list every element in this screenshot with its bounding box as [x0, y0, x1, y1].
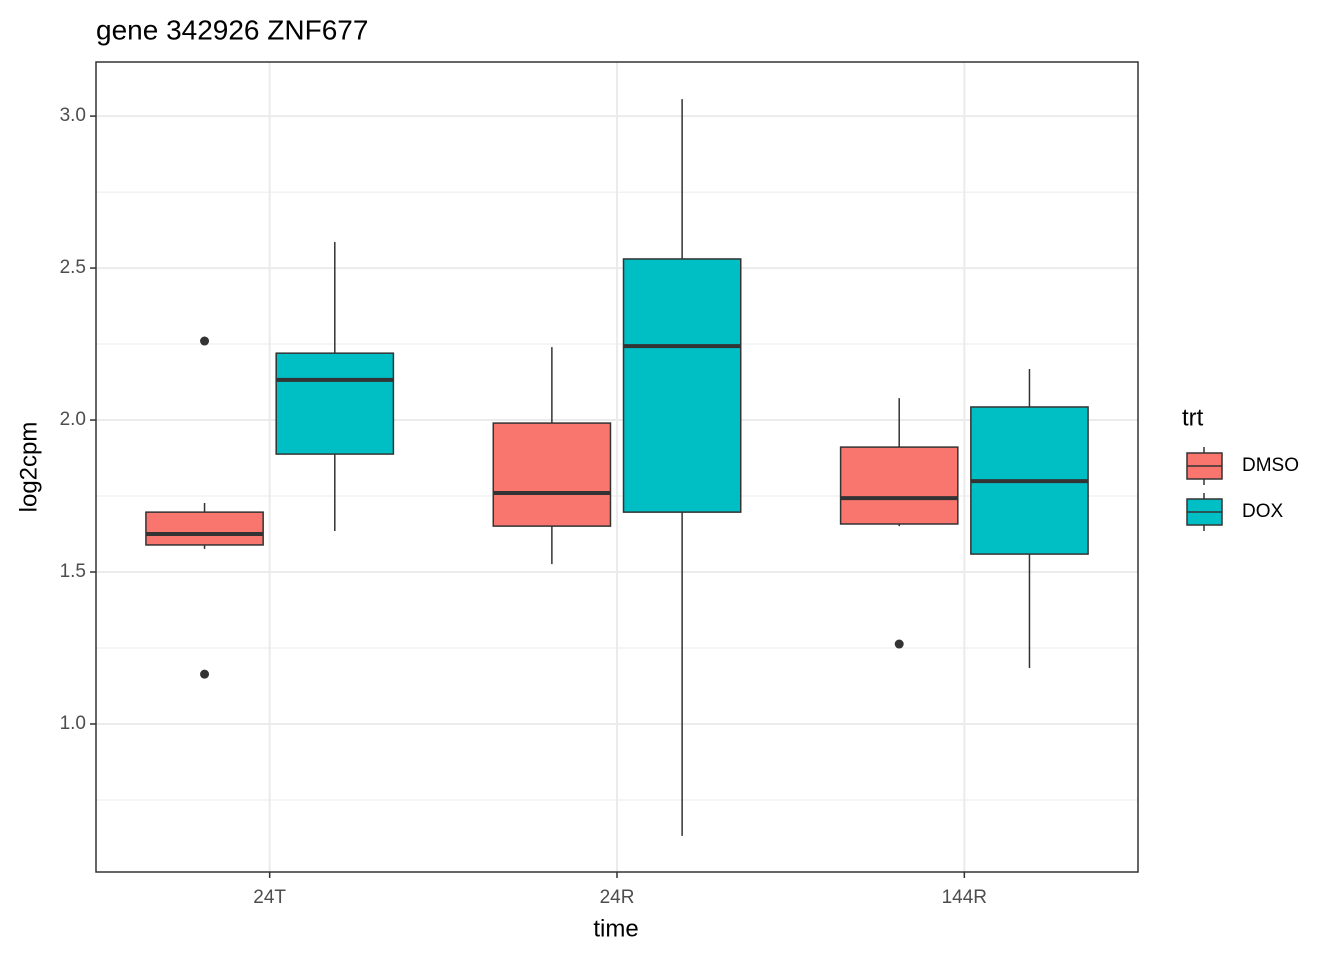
legend-label: DMSO [1242, 455, 1299, 476]
outlier [894, 639, 904, 649]
outlier [200, 336, 210, 346]
box [839, 446, 959, 525]
legend-title: trt [1182, 404, 1204, 431]
y-tick-label: 2.5 [60, 257, 86, 278]
box [275, 352, 395, 455]
y-tick-label: 2.0 [60, 409, 86, 430]
panel-border [95, 61, 1139, 873]
box [622, 258, 742, 513]
x-tick-label: 144R [942, 887, 987, 908]
y-tick-label: 3.0 [60, 105, 86, 126]
y-axis-label: log2cpm [15, 422, 42, 513]
box [492, 422, 612, 527]
box [145, 511, 264, 546]
x-tick-label: 24R [600, 887, 635, 908]
x-tick-label: 24T [253, 887, 286, 908]
outlier [200, 669, 210, 679]
chart-title: gene 342926 ZNF677 [96, 14, 368, 45]
legend-label: DOX [1242, 501, 1284, 522]
y-tick-label: 1.0 [60, 713, 86, 734]
y-tick-label: 1.5 [60, 561, 86, 582]
x-axis-label: time [593, 915, 638, 942]
